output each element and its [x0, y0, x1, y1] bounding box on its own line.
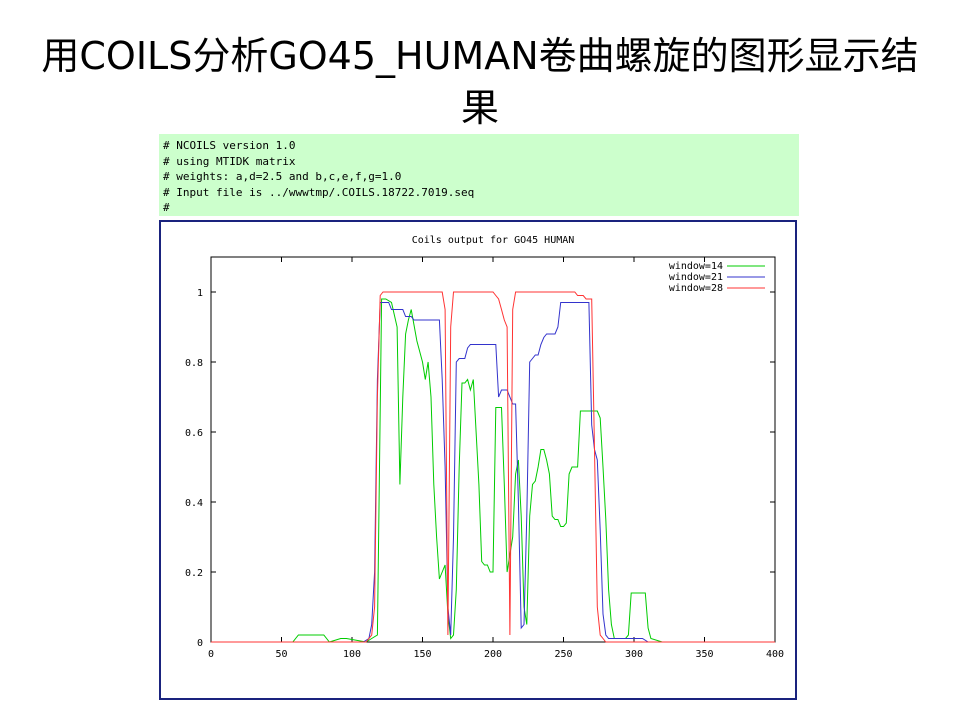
legend-label: window=14 — [669, 261, 723, 272]
header-line: # NCOILS version 1.0 — [163, 139, 296, 152]
series-line-window-21 — [211, 302, 775, 643]
x-tick-label: 0 — [208, 649, 214, 660]
x-tick-label: 150 — [413, 649, 431, 660]
y-tick-label: 0.8 — [185, 358, 203, 369]
ticks-layer: 0 50 100 150 200 250 300 350 400 0 0.2 0.4 0.6 0.8 1 — [185, 257, 784, 660]
y-tick-label: 0.2 — [185, 568, 203, 579]
x-tick-label: 100 — [343, 649, 361, 660]
y-tick-label: 0.6 — [185, 428, 203, 439]
x-tick-label: 50 — [275, 649, 287, 660]
x-tick-label: 250 — [554, 649, 572, 660]
x-tick-label: 350 — [695, 649, 713, 660]
plot-area — [210, 256, 776, 643]
coils-header-box: # NCOILS version 1.0 # using MTIDK matri… — [159, 134, 799, 216]
slide-title: 用COILS分析GO45_HUMAN卷曲螺旋的图形显示结果 — [41, 34, 919, 130]
series-line-window-28 — [211, 291, 775, 643]
series-layer — [211, 291, 775, 643]
chart-title: Coils output for GO45 HUMAN — [412, 235, 575, 246]
x-tick-label: 400 — [766, 649, 784, 660]
header-line: # using MTIDK matrix — [163, 154, 296, 168]
header-line: # weights: a,d=2.5 and b,c,e,f,g=1.0 — [163, 170, 402, 184]
header-line: # Input file is ../wwwtmp/.COILS.18722.7… — [163, 185, 475, 199]
x-tick-label: 300 — [625, 649, 643, 660]
y-tick-label: 0 — [197, 638, 203, 649]
x-tick-label: 200 — [484, 649, 502, 660]
y-tick-label: 0.4 — [185, 498, 203, 509]
header-line: # — [163, 201, 170, 215]
legend-label: window=28 — [669, 283, 723, 294]
coils-chart: Coils output for GO45 HUMAN 0 50 100 150 200… — [185, 235, 784, 660]
coils-plot-frame: Coils output for GO45 HUMAN 0 50 100 150 200… — [159, 220, 797, 700]
series-line-window-14 — [211, 298, 775, 643]
legend-label: window=21 — [669, 272, 723, 283]
y-tick-label: 1 — [197, 288, 203, 299]
